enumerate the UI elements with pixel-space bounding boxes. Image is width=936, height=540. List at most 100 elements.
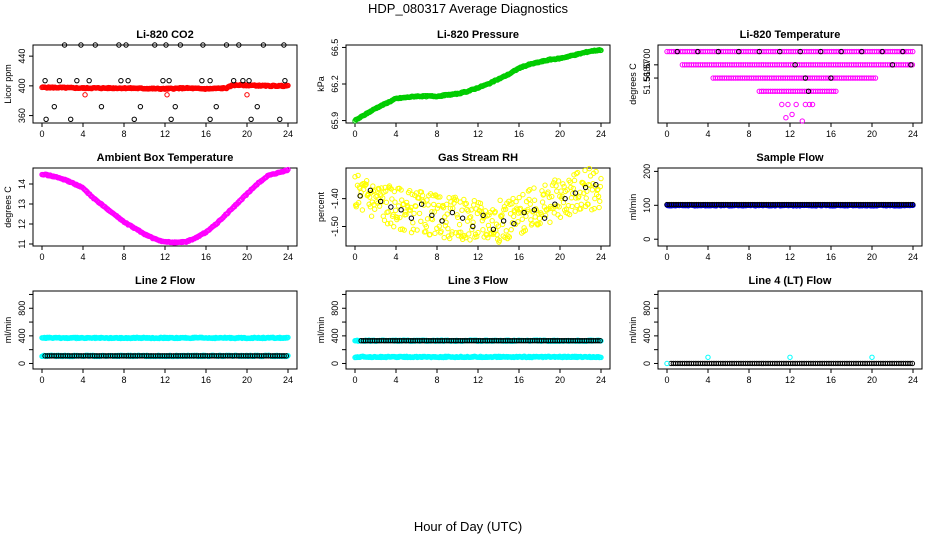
panel-title: Sample Flow [756,152,824,164]
data-point [695,48,701,55]
panel-frame [657,290,923,370]
data-point [355,172,361,179]
data-point [423,224,430,230]
data-point [511,221,517,227]
x-tick-label: 24 [596,252,606,262]
data-point [430,192,436,199]
data-point [830,88,837,94]
x-tick-label: 4 [393,375,398,385]
data-point [497,197,503,204]
x-tick-label: 4 [80,252,85,262]
data-point [489,217,495,224]
data-point [368,213,375,219]
data-point [388,204,394,210]
data-point [457,199,463,205]
x-tick-label: 8 [434,129,439,139]
series-temperature-level-51-5700 [679,62,916,68]
data-point [131,116,137,122]
data-point [499,212,505,218]
data-point [565,202,572,209]
plot-area [664,201,916,209]
data-point [461,196,467,203]
y-tick-label: 200 [642,164,652,179]
x-tick-label: 0 [39,129,44,139]
data-point [388,186,394,192]
y-tick-label: 800 [642,301,652,316]
data-point [207,116,213,122]
data-point [705,354,711,360]
x-tick-label: 0 [352,129,357,139]
data-point [61,42,68,48]
data-point [82,92,88,98]
y-tick-label: -1.40 [330,188,340,209]
data-point [374,192,380,199]
data-point [78,42,84,48]
plot-area [39,166,291,246]
data-point [441,234,447,241]
data-point [531,197,538,203]
panel-title: Li-820 CO2 [136,29,193,41]
data-point [783,115,789,121]
y-tick-label: 400 [17,328,27,343]
data-point [246,77,252,84]
x-tick-label: 0 [352,252,357,262]
x-tick-label: 4 [705,375,710,385]
series-temperature-level-51-5680 [710,75,879,81]
data-point [514,207,521,213]
data-point [401,227,407,233]
data-point [598,354,604,361]
data-point [531,185,537,191]
data-point [545,189,551,195]
data-point [377,198,384,205]
x-tick-label: 16 [514,375,524,385]
x-tick-label: 16 [514,252,524,262]
data-point [418,218,424,224]
data-point [86,77,92,84]
panel-line4: Line 4 (LT) Flow 0 4 8 12 16 20 24 0 400 800 ml/min [628,275,923,385]
data-point [558,188,564,194]
data-point [437,194,443,200]
data-point [449,209,456,216]
series-co2-average [39,81,291,92]
data-point [495,223,501,229]
data-point [554,188,560,194]
data-point [442,214,448,220]
data-point [470,223,476,230]
data-point [548,205,554,211]
data-point [593,182,599,188]
x-tick-label: 20 [242,252,252,262]
y-tick-label: -1.50 [330,216,340,237]
data-point [479,217,486,224]
plot-area [352,165,604,245]
panel-temperature: Li-820 Temperature 0 4 8 12 16 20 24 51.568051.5… [628,29,923,139]
data-point [118,77,124,84]
data-point [598,47,604,53]
data-point [589,187,596,193]
data-point [444,211,450,217]
y-tick-label: 800 [17,301,27,316]
figure-title: HDP_080317 Average Diagnostics [368,1,568,16]
data-point [525,188,532,194]
data-point [555,178,562,184]
data-point [240,77,246,84]
data-point [879,48,885,55]
series-ambient [39,166,291,246]
data-point [889,62,896,68]
y-axis-label: percent [316,191,326,222]
data-point [569,203,575,210]
data-point [594,187,601,193]
x-tick-label: 8 [746,129,751,139]
data-point [508,226,514,233]
data-point [572,190,579,196]
series-line-2-upper [39,334,291,342]
data-point [452,194,458,201]
data-point [560,181,566,187]
data-point [116,42,122,48]
series-temperature-low-outliers [779,101,816,124]
data-point [285,82,291,89]
x-tick-label: 8 [121,129,126,139]
x-tick-label: 0 [39,252,44,262]
data-point [98,103,105,110]
data-point [207,77,213,84]
data-point [542,212,549,219]
